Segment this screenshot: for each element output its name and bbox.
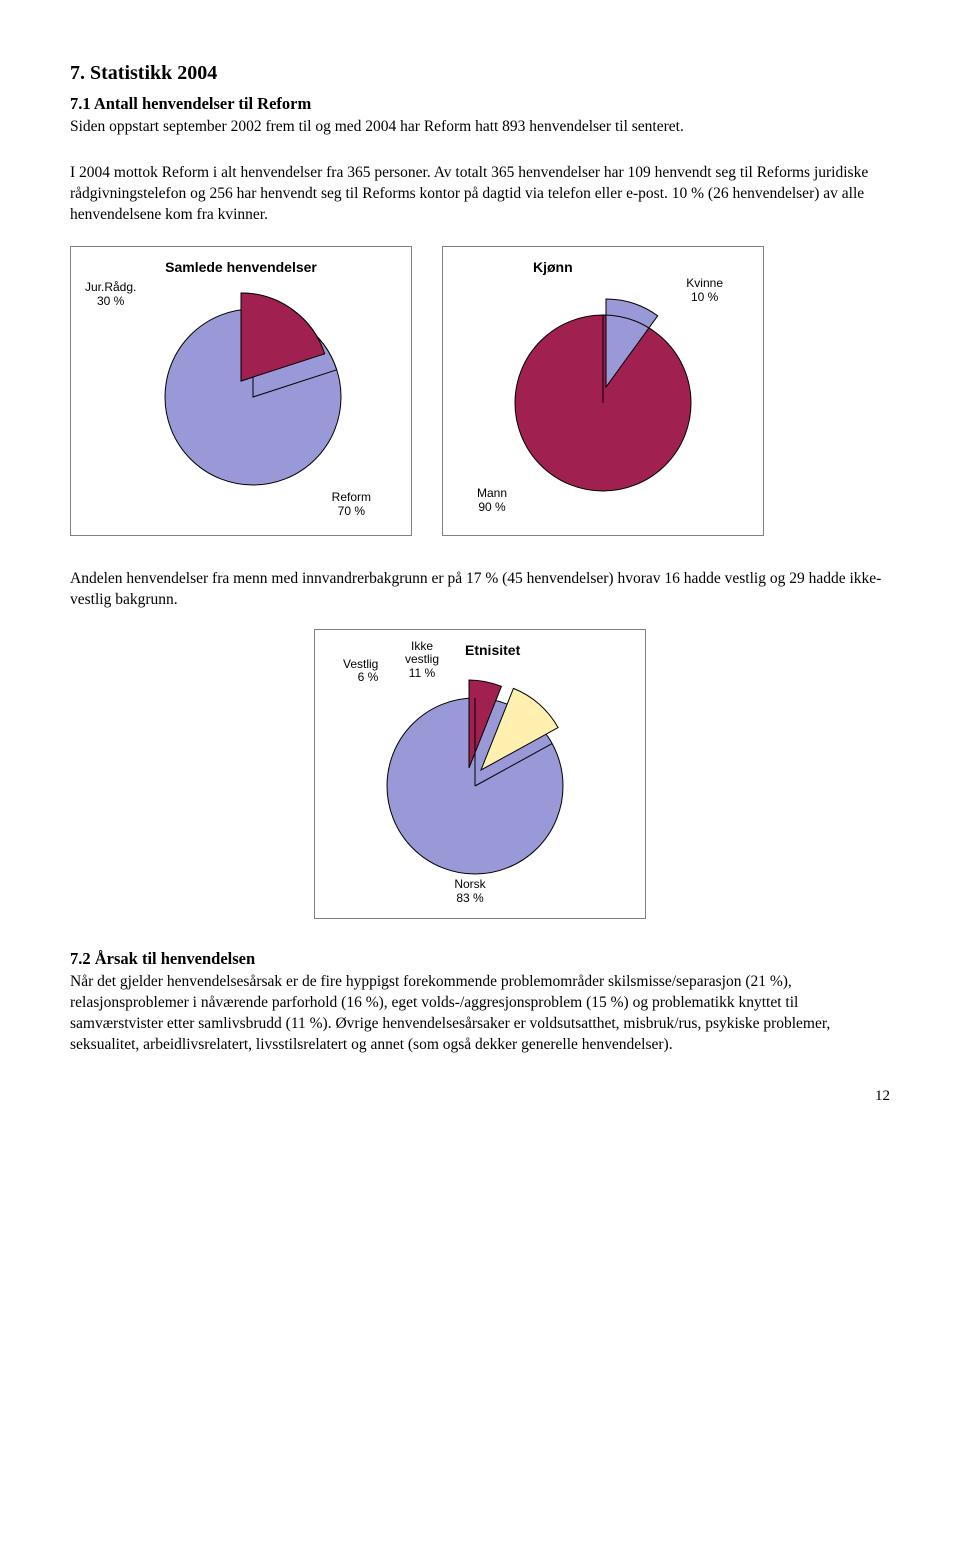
paragraph: I 2004 mottok Reform i alt henvendelser … <box>70 163 890 226</box>
subsection-heading: 7.2 Årsak til henvendelsen <box>70 948 890 970</box>
pie-label-reform: Reform 70 % <box>332 491 371 519</box>
label-text: 83 % <box>456 891 483 905</box>
label-text: Mann <box>477 486 507 500</box>
label-text: vestlig <box>405 652 439 666</box>
pie-label-kvinne: Kvinne 10 % <box>686 277 723 305</box>
pie-label-norsk: Norsk 83 % <box>325 878 615 906</box>
chart-body: Kjønn Kvinne 10 % Mann 90 % <box>453 255 753 525</box>
page-number: 12 <box>70 1086 890 1106</box>
label-text: 6 % <box>358 670 379 684</box>
chart-body: Etnisitet Vestlig 6 % Ikke vestlig 11 % <box>325 638 615 908</box>
label-text: Norsk <box>454 877 485 891</box>
pie-label-mann: Mann 90 % <box>477 487 507 515</box>
chart-kjonn: Kjønn Kvinne 10 % Mann 90 % <box>442 246 764 536</box>
pie-label-ikke-vestlig: Ikke vestlig 11 % <box>405 640 439 681</box>
chart-title: Kjønn <box>533 259 573 275</box>
paragraph: Andelen henvendelser fra menn med innvan… <box>70 569 890 611</box>
label-text: 30 % <box>97 294 124 308</box>
subsection-heading: 7.1 Antall henvendelser til Reform <box>70 93 890 115</box>
chart-title: Samlede henvendelser <box>81 259 401 275</box>
label-text: Reform <box>332 490 371 504</box>
section-heading: 7. Statistikk 2004 <box>70 60 890 87</box>
paragraph: Når det gjelder henvendelsesårsak er de … <box>70 972 890 1056</box>
label-text: Jur.Rådg. <box>85 280 136 294</box>
label-text: 70 % <box>338 504 365 518</box>
pie-label-vestlig: Vestlig 6 % <box>343 658 378 686</box>
chart-body: Samlede henvendelser Jur.Rådg. 30 % Refo… <box>81 255 401 525</box>
chart-samlede-henvendelser: Samlede henvendelser Jur.Rådg. 30 % Refo… <box>70 246 412 536</box>
label-text: Vestlig <box>343 657 378 671</box>
label-text: 11 % <box>409 666 435 680</box>
label-text: 10 % <box>691 290 718 304</box>
label-text: Kvinne <box>686 276 723 290</box>
chart-etnisitet: Etnisitet Vestlig 6 % Ikke vestlig 11 % <box>314 629 646 919</box>
chart-title: Etnisitet <box>465 642 520 658</box>
chart-center-wrap: Etnisitet Vestlig 6 % Ikke vestlig 11 % <box>314 629 646 919</box>
paragraph: Siden oppstart september 2002 frem til o… <box>70 117 890 138</box>
chart-row: Samlede henvendelser Jur.Rådg. 30 % Refo… <box>70 246 890 536</box>
pie-label-jur-radg: Jur.Rådg. 30 % <box>85 281 136 309</box>
label-text: 90 % <box>478 500 505 514</box>
label-text: Ikke <box>411 639 433 653</box>
